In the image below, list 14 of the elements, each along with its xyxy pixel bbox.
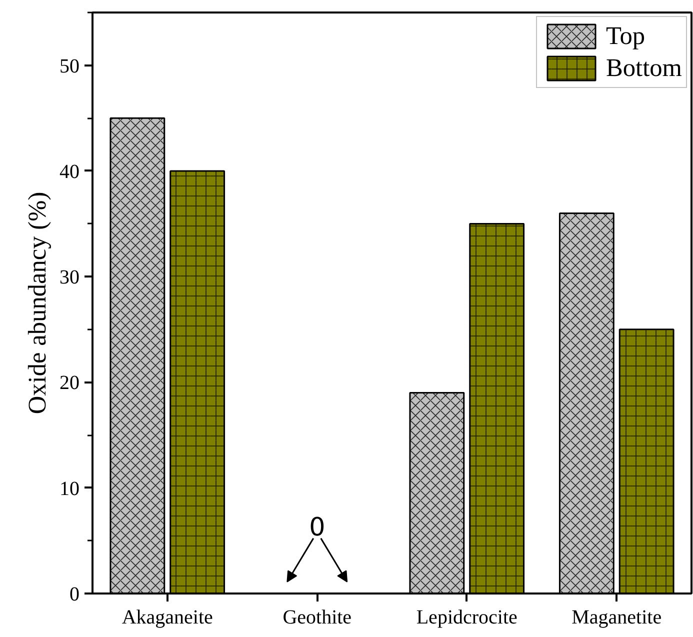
- y-axis-title: Oxide abundancy (%): [24, 192, 52, 414]
- x-tick-label: Lepidcrocite: [416, 606, 518, 628]
- y-tick-label: 50: [60, 55, 80, 78]
- x-tick-label: Akaganeite: [122, 606, 214, 628]
- y-tick-label: 30: [60, 266, 80, 289]
- legend-label: Bottom: [606, 54, 682, 82]
- annotation: 0: [309, 511, 326, 542]
- legend-label: Top: [606, 22, 646, 50]
- y-tick-label: 40: [60, 160, 80, 183]
- x-tick-label: Geothite: [282, 606, 352, 628]
- x-tick-label: Maganetite: [572, 606, 662, 628]
- y-tick-label: 20: [60, 372, 80, 394]
- y-tick-label: 10: [60, 478, 80, 500]
- y-tick-label: 0: [70, 584, 80, 606]
